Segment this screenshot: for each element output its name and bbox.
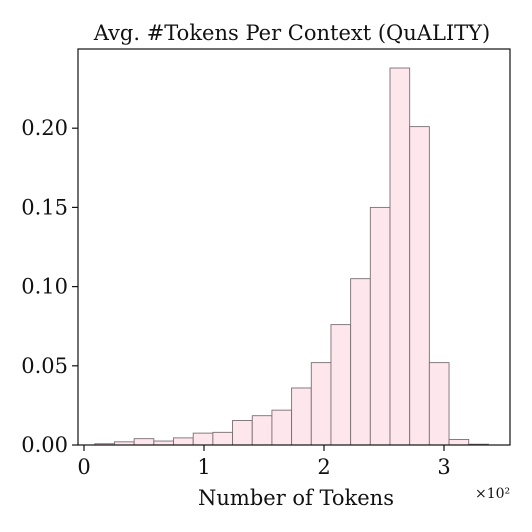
histogram-bar [192, 432, 214, 446]
x-axis: 0 1 2 3 [77, 445, 451, 479]
histogram-bar [310, 362, 332, 446]
histogram-bar [369, 206, 391, 446]
histogram-bar [330, 324, 352, 446]
x-scale-label: ×10² [475, 486, 510, 502]
x-tick-label: 1 [197, 455, 210, 479]
y-tick-label: 0.10 [21, 275, 68, 299]
histogram-bar [291, 387, 312, 446]
y-tick-label: 0.00 [21, 433, 68, 457]
plot-frame [77, 48, 511, 446]
histogram-bar [350, 278, 371, 446]
x-axis-label: Number of Tokens [198, 486, 394, 510]
histogram-bar [389, 67, 411, 446]
y-tick-label: 0.05 [21, 354, 68, 378]
histogram-bar [173, 437, 194, 446]
y-tick-label: 0.15 [21, 195, 68, 219]
y-axis: 0.00 0.05 0.10 0.15 0.20 [21, 116, 78, 457]
y-tick-label: 0.20 [21, 116, 68, 140]
x-tick-label: 2 [317, 455, 330, 479]
x-tick-label: 3 [437, 455, 450, 479]
chart-title: Avg. #Tokens Per Context (QuALITY) [93, 21, 491, 45]
histogram-bar [271, 409, 293, 446]
histogram-bar [232, 420, 253, 446]
histogram-bar [409, 126, 430, 446]
x-tick-label: 0 [77, 455, 90, 479]
histogram-bar [251, 415, 273, 446]
histogram-bar [212, 431, 234, 446]
histogram-bar [133, 438, 155, 446]
histogram-bar [428, 362, 450, 446]
bars-group [94, 67, 489, 446]
histogram-bar [448, 439, 470, 446]
